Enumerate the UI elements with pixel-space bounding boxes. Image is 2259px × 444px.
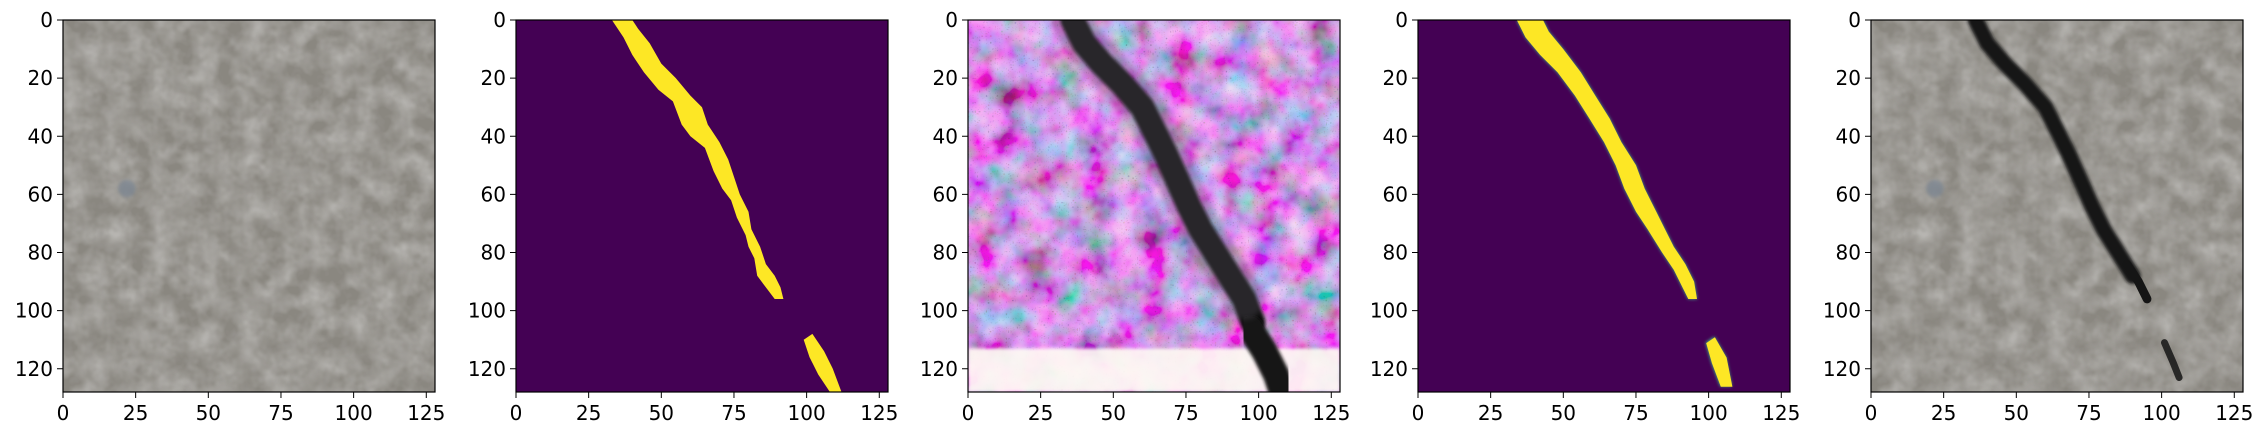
y-tick-label: 0 [1395,8,1408,32]
x-tick-label: 125 [407,401,445,425]
x-tick-label: 100 [788,401,826,425]
overlay-crack [1967,20,2141,284]
predicted-mask-pixels [1418,20,1790,392]
axes-frame [1870,19,2244,393]
x-tick-label: 25 [1931,401,1956,425]
x-tick-label: 125 [2215,401,2253,425]
y-tick-label: 100 [1823,299,1861,323]
x-tick-label: 50 [1551,401,1576,425]
mask-background [1418,20,1790,392]
y-tick-label: 80 [933,241,958,265]
y-tick-label: 40 [933,124,958,148]
y-tick-label: 120 [1823,357,1861,381]
pebble [1926,179,1944,198]
y-tick-label: 100 [1370,299,1408,323]
x-tick-label: 75 [1623,401,1648,425]
pavement-speckle [63,20,435,392]
y-tick-label: 0 [40,8,53,32]
generated-dither [968,20,1340,392]
y-tick-label: 100 [468,299,506,323]
x-tick-label: 100 [335,401,373,425]
generated-crack-halo [1052,20,1265,320]
y-tick-label: 80 [28,241,53,265]
y-tick-label: 120 [920,357,958,381]
axes-frame [62,19,436,393]
panel-input-image: 0 25 50 75 100 125 0 20 40 60 80 100 120 [15,8,446,425]
y-tick-label: 80 [1836,241,1861,265]
axes-frame [515,19,889,393]
x-tick-label: 75 [721,401,746,425]
panel-ground-truth-mask: 0 25 50 75 100 125 0 20 40 60 80 100 120 [468,8,899,425]
y-tick-label: 100 [15,299,53,323]
x-tick-label: 75 [268,401,293,425]
y-tick-label: 120 [15,357,53,381]
panel-overlay-image: 0 25 50 75 100 125 0 20 40 60 80 100 120 [1823,8,2254,425]
y-tick-label: 80 [481,241,506,265]
y-tick-label: 60 [1836,182,1861,206]
y-tick-label: 20 [28,66,53,90]
y-tick-label: 120 [468,357,506,381]
input-image-pixels [63,20,435,392]
generated-crack-lower [1236,315,1295,392]
overlay-crack-lower [2161,339,2183,381]
y-tick-label: 40 [1383,124,1408,148]
x-tick-label: 100 [2143,401,2181,425]
mask-background [516,20,888,392]
y-tick-label: 20 [1836,66,1861,90]
panel-generated-image: 0 25 50 75 100 125 0 20 40 60 80 100 120 [920,8,1351,425]
axes-frame [967,19,1341,393]
y-tick-label: 60 [28,182,53,206]
axes-frame [1417,19,1791,393]
y-tick-label: 60 [1383,182,1408,206]
pebble [118,179,136,198]
mask-crack-region [611,20,784,299]
x-tick-label: 125 [1762,401,1800,425]
mask-crack-region [1516,20,1697,299]
y-tick-label: 100 [920,299,958,323]
x-tick-label: 0 [510,401,523,425]
x-tick-label: 50 [196,401,221,425]
ground-truth-mask-pixels [516,20,888,392]
x-tick-label: 0 [1412,401,1425,425]
y-tick-label: 80 [1383,241,1408,265]
x-tick-label: 50 [1101,401,1126,425]
x-tick-label: 25 [576,401,601,425]
overlay-crack-tail [2122,259,2152,304]
y-tick-label: 60 [481,182,506,206]
x-tick-label: 75 [2076,401,2101,425]
y-tick-label: 60 [933,182,958,206]
y-tick-label: 40 [1836,124,1861,148]
x-tick-label: 25 [1478,401,1503,425]
overlay-image-pixels [1871,20,2243,392]
x-tick-label: 125 [860,401,898,425]
x-tick-label: 0 [1865,401,1878,425]
y-tick-label: 40 [28,124,53,148]
y-tick-label: 40 [481,124,506,148]
y-tick-label: 20 [481,66,506,90]
generated-image-pixels [968,20,1340,392]
mask-crack-region-lower [803,333,842,392]
pavement-speckle [1871,20,2243,392]
x-tick-label: 100 [1690,401,1728,425]
y-tick-label: 120 [1370,357,1408,381]
mask-crack-region-lower [1706,337,1733,387]
x-tick-label: 50 [649,401,674,425]
x-tick-label: 125 [1312,401,1350,425]
x-tick-label: 100 [1240,401,1278,425]
y-tick-label: 0 [493,8,506,32]
x-tick-label: 50 [2004,401,2029,425]
y-tick-label: 20 [1383,66,1408,90]
x-tick-label: 0 [57,401,70,425]
y-tick-label: 0 [1848,8,1861,32]
x-tick-label: 25 [1028,401,1053,425]
x-tick-label: 75 [1173,401,1198,425]
panel-predicted-mask: 0 25 50 75 100 125 0 20 40 60 80 100 120 [1370,8,1801,425]
y-tick-label: 0 [945,8,958,32]
x-tick-label: 0 [962,401,975,425]
y-tick-label: 20 [933,66,958,90]
x-tick-label: 25 [123,401,148,425]
